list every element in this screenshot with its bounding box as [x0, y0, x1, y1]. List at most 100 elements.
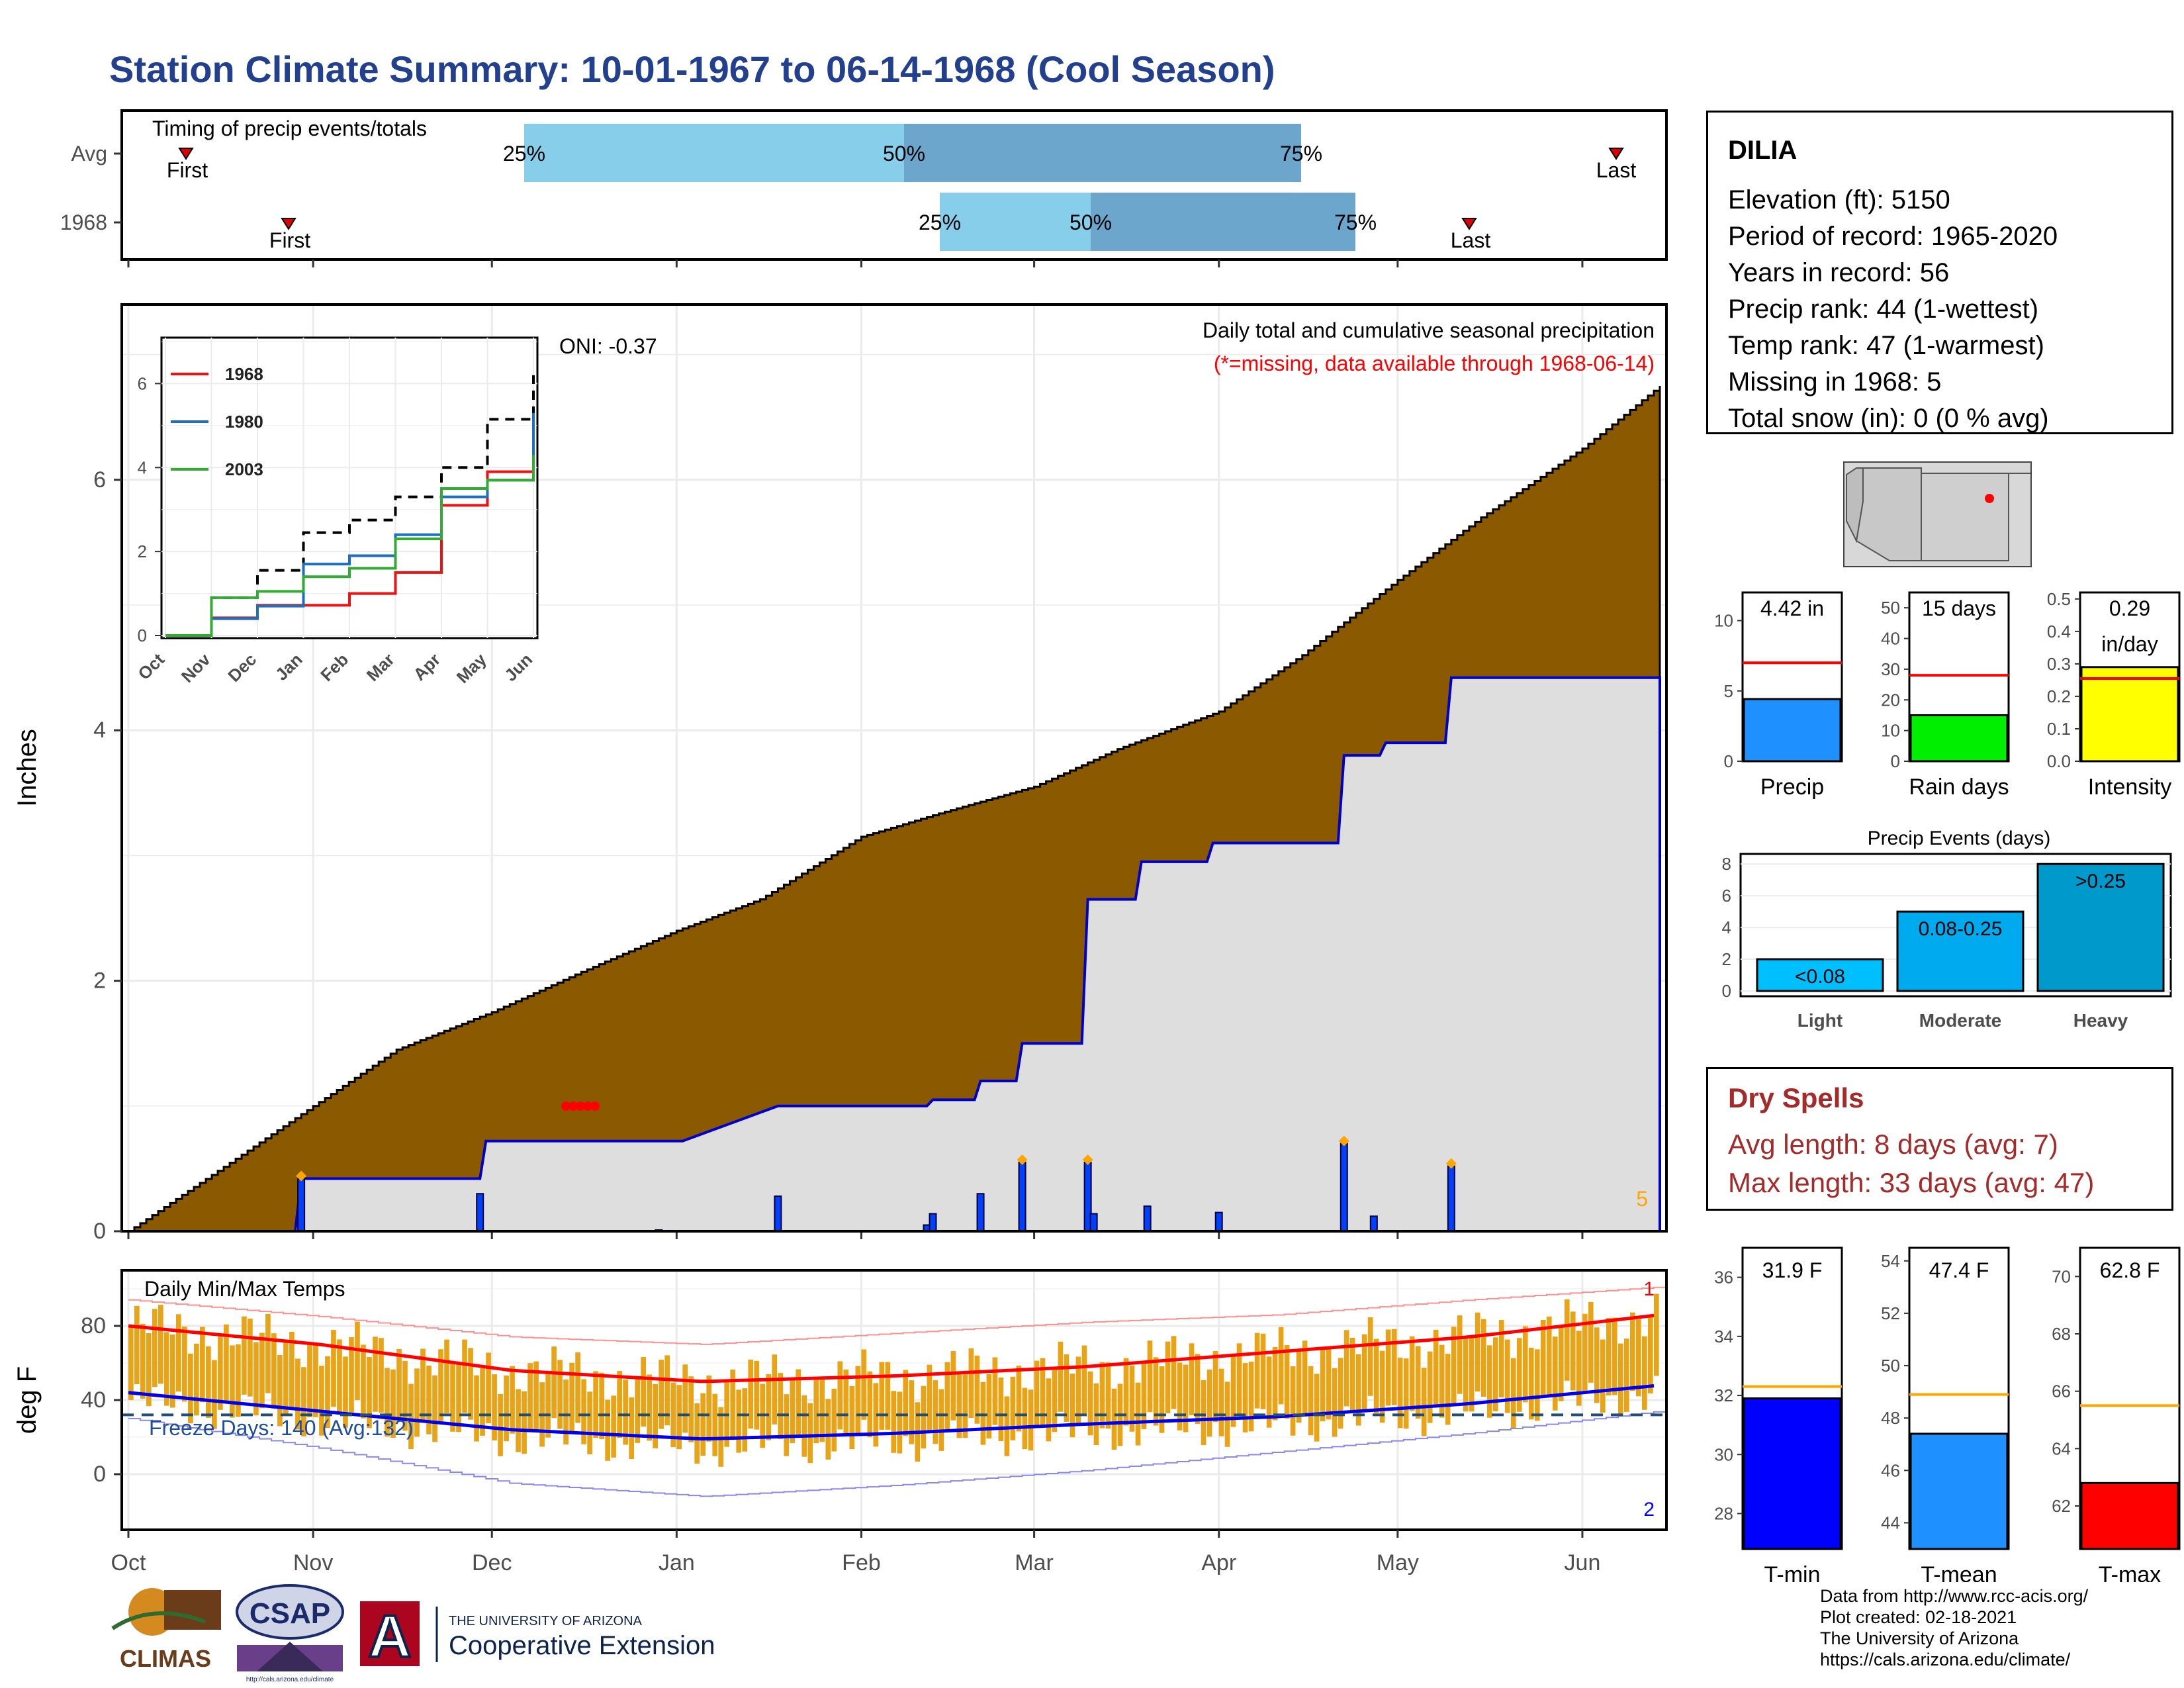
daily-temp-bar	[1480, 1319, 1486, 1397]
timing-row-year: 1968	[60, 211, 107, 234]
avg-min-line	[128, 1383, 1655, 1441]
avg-first-label: First	[167, 158, 208, 182]
summary-ytick-label: 0.3	[2047, 654, 2071, 674]
daily-temp-bar	[236, 1344, 241, 1417]
daily-temp-bar	[1058, 1341, 1064, 1412]
daily-temp-bar	[1558, 1325, 1564, 1401]
daily-temp-bar	[653, 1383, 658, 1448]
missing-markers	[561, 1102, 600, 1111]
credit-data-source: Data from http://www.rcc-acis.org/	[1820, 1586, 2089, 1606]
station-period: Period of record: 1965-2020	[1728, 222, 2058, 251]
daily-temp-bar	[605, 1399, 610, 1461]
daily-temp-bar	[1153, 1357, 1159, 1426]
dry-spells-box: Dry Spells Avg length: 8 days (avg: 7) M…	[1706, 1067, 2173, 1211]
month-label-oct: Oct	[111, 1550, 146, 1575]
month-axis: Oct Nov Dec Jan Feb Mar Apr May Jun	[111, 1530, 1600, 1575]
daily-temp-bar	[641, 1356, 646, 1427]
daily-temp-bar	[1040, 1358, 1046, 1425]
year-75-label: 75%	[1334, 211, 1377, 234]
year-quartile-50-75	[1091, 193, 1355, 251]
avg-75-label: 75%	[1280, 142, 1322, 165]
summary-ytick-label: 64	[2052, 1438, 2071, 1458]
daily-temp-bar	[1635, 1319, 1641, 1397]
daily-temp-bar	[1123, 1358, 1129, 1426]
daily-temp-bar	[1498, 1320, 1504, 1398]
daily-temp-bar	[1594, 1327, 1600, 1403]
summary-bar-precip	[1743, 698, 1842, 763]
daily-temp-bar	[1177, 1362, 1183, 1430]
daily-temp-bar	[1195, 1354, 1201, 1425]
summary-value-label: 4.42 in	[1760, 596, 1824, 620]
daily-temp-bar	[1296, 1350, 1302, 1423]
daily-temp-bar	[1332, 1368, 1338, 1437]
dry-spells-avg: Avg length: 8 days (avg: 7)	[1728, 1129, 2058, 1160]
daily-temp-bar	[831, 1388, 837, 1452]
daily-temp-bar	[772, 1354, 778, 1425]
daily-temp-bar	[1069, 1374, 1075, 1438]
daily-temp-bar	[1278, 1327, 1284, 1405]
daily-temp-bar	[307, 1342, 312, 1418]
daily-temp-bar	[1242, 1363, 1248, 1432]
daily-temp-bar	[1159, 1366, 1165, 1433]
daily-precip-bar	[774, 1196, 782, 1232]
daily-temp-bar	[1391, 1329, 1397, 1405]
daily-temp-bar	[1290, 1366, 1296, 1436]
daily-temp-bar	[373, 1336, 378, 1412]
daily-temp-bar	[921, 1385, 927, 1449]
daily-temp-bar	[367, 1356, 372, 1429]
daily-temp-bar	[1230, 1356, 1236, 1427]
daily-temp-bar	[796, 1369, 801, 1436]
daily-temp-bar	[950, 1351, 956, 1421]
daily-temp-bar	[1355, 1354, 1361, 1426]
daily-temp-bar	[1546, 1316, 1552, 1395]
daily-temp-bar	[927, 1364, 933, 1432]
summary-ytick-label: 0	[1724, 751, 1733, 771]
csap-logo: CSAP http://cals.arizona.edu/climate	[236, 1584, 344, 1683]
precip-ytick-label: 2	[93, 968, 106, 994]
temp-ytick-label: 40	[81, 1387, 106, 1413]
avg-25-label: 25%	[503, 142, 545, 165]
station-details: Elevation (ft): 5150 Period of record: 1…	[1728, 182, 2058, 437]
daily-temp-bar	[522, 1391, 527, 1454]
daily-temp-bar	[1469, 1337, 1475, 1412]
daily-temp-bar	[1183, 1364, 1189, 1432]
daily-temp-bar	[206, 1346, 211, 1418]
daily-temp-bar	[224, 1324, 229, 1401]
daily-temp-bar	[1022, 1387, 1028, 1450]
daily-temp-bar	[498, 1394, 503, 1456]
daily-temp-bar	[295, 1358, 300, 1430]
daily-temp-bar	[301, 1367, 306, 1436]
daily-temp-bar	[700, 1393, 706, 1456]
daily-temp-bar	[1623, 1338, 1629, 1412]
events-ytick-label: 0	[1722, 981, 1731, 1001]
credit-url: https://cals.arizona.edu/climate/	[1820, 1650, 2071, 1669]
daily-temp-bar	[492, 1374, 497, 1441]
daily-temp-bar	[1492, 1337, 1498, 1412]
ua-line1: THE UNIVERSITY OF ARIZONA	[449, 1614, 643, 1628]
daily-temp-bar	[134, 1305, 140, 1385]
daily-temp-bar	[1147, 1340, 1153, 1413]
daily-temp-bar	[1105, 1362, 1111, 1429]
daily-temp-bar	[1302, 1340, 1308, 1415]
inset-line-2003	[165, 455, 535, 637]
daily-temp-bar	[843, 1369, 849, 1436]
heavy-event-marker	[296, 1170, 307, 1182]
daily-temp-bar	[516, 1389, 521, 1452]
daily-temp-bar	[688, 1376, 694, 1442]
daily-precip-bar	[297, 1178, 306, 1232]
daily-temp-bar	[385, 1368, 390, 1437]
daily-temp-bar	[277, 1354, 283, 1427]
station-missing: Missing in 1968: 5	[1728, 367, 1942, 397]
daily-temp-bar	[1343, 1330, 1349, 1407]
summary-ytick-label: 62	[2052, 1496, 2071, 1516]
inset-ytick-label: 0	[138, 626, 147, 645]
daily-temp-bar	[1528, 1347, 1534, 1420]
daily-temp-bar	[754, 1360, 760, 1430]
summary-bar-t-mean	[1909, 1432, 2009, 1550]
daily-temp-bar	[956, 1373, 962, 1438]
daily-temp-bar	[1236, 1343, 1242, 1417]
summary-category-label: Rain days	[1909, 774, 2009, 800]
daily-temp-bar	[986, 1374, 992, 1439]
missing-note: (*=missing, data available through 1968-…	[1214, 352, 1655, 375]
daily-temp-bar	[1534, 1349, 1540, 1421]
